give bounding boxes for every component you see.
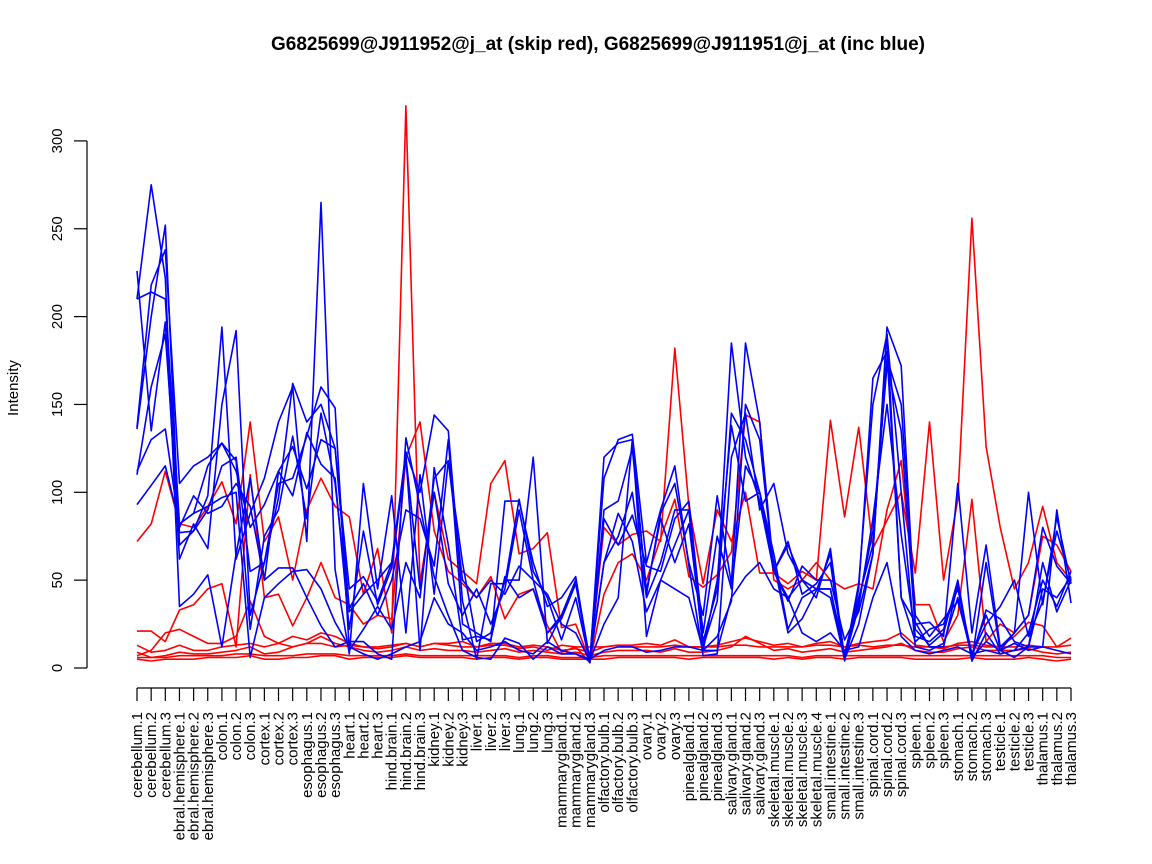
x-tick-label: lung.3: [539, 712, 556, 753]
x-tick-label: pinealgland.3: [709, 712, 726, 801]
y-tick-label: 300: [49, 128, 66, 153]
chart-title: G6825699@J911952@j_at (skip red), G68256…: [271, 34, 925, 55]
x-tick-label: testicle.1: [992, 712, 1009, 771]
x-tick-label: testicle.2: [1006, 712, 1023, 771]
x-tick-label: kidney.1: [426, 712, 443, 767]
x-tick-label: stomach.1: [950, 712, 967, 781]
x-tick-label: esophagus.1: [299, 712, 316, 798]
skip-red-line-0: [136, 105, 1072, 662]
inc-blue-line-14: [136, 291, 1072, 661]
x-tick-label: kidney.2: [440, 712, 457, 767]
x-tick-label: small.intestine.3: [851, 712, 868, 820]
y-tick-label: 100: [49, 480, 66, 505]
x-tick-label: salivary.gland.2: [738, 712, 755, 815]
x-tick-label: cerebellum.1: [129, 712, 146, 798]
x-tick-label: heart.3: [370, 712, 387, 759]
x-tick-label: liver.2: [483, 712, 500, 751]
y-tick-label: 50: [49, 572, 66, 589]
x-tick-label: kidney.3: [454, 712, 471, 767]
x-tick-label: hind.brain.3: [412, 712, 429, 790]
x-tick-label: small.intestine.2: [837, 712, 854, 820]
x-tick-label: pinealgland.2: [695, 712, 712, 801]
y-tick-label: 250: [49, 216, 66, 241]
x-tick-label: esophagus.3: [327, 712, 344, 798]
x-tick-label: colon.1: [214, 712, 231, 760]
x-tick-label: thalamus.3: [1063, 712, 1080, 785]
x-tick-label: heart.2: [355, 712, 372, 759]
x-tick-label: hind.brain.2: [398, 712, 415, 790]
x-tick-label: skeletal.muscle.3: [794, 712, 811, 827]
x-tick-label: spleen.1: [907, 712, 924, 769]
x-tick-label: lung.1: [511, 712, 528, 753]
x-tick-label: olfactory.bulb.2: [610, 712, 627, 813]
x-tick-label: stomach.3: [978, 712, 995, 781]
x-tick-label: esophagus.2: [313, 712, 330, 798]
skip-red-line-4: [136, 654, 1072, 662]
x-tick-label: cortex.3: [285, 712, 302, 765]
x-tick-label: spinal.cord.2: [879, 712, 896, 797]
x-tick-label: skeletal.muscle.4: [808, 712, 825, 827]
skip-red-line-3: [137, 653, 1071, 659]
inc-blue-line-12: [136, 249, 1072, 664]
x-tick-label: ebral.hemisphere.2: [186, 712, 203, 840]
x-tick-label: spleen.2: [921, 712, 938, 769]
x-tick-label: olfactory.bulb.3: [624, 712, 641, 813]
x-tick-label: salivary.gland.3: [752, 712, 769, 815]
x-tick-label: ebral.hemisphere.1: [171, 712, 188, 840]
x-tick-label: mammarygland.2: [568, 712, 585, 828]
x-tick-label: cerebellum.2: [143, 712, 160, 798]
inc-blue-line-10: [136, 357, 1072, 664]
inc-blue-line-13: [136, 333, 1072, 662]
x-axis: cerebellum.1cerebellum.2cerebellum.3ebra…: [129, 687, 1080, 840]
x-tick-label: thalamus.2: [1049, 712, 1066, 785]
x-tick-label: ovary.1: [638, 712, 655, 760]
x-tick-label: stomach.2: [964, 712, 981, 781]
x-tick-label: salivary.gland.1: [723, 712, 740, 815]
y-tick-label: 150: [49, 392, 66, 417]
x-tick-label: colon.2: [228, 712, 245, 760]
x-tick-label: hind.brain.1: [384, 712, 401, 790]
x-tick-label: ovary.3: [667, 712, 684, 760]
y-axis: 0 50 100 150 200 250 300: [49, 128, 88, 672]
inc-blue-line-7: [136, 184, 1072, 662]
x-tick-label: skeletal.muscle.2: [780, 712, 797, 827]
x-tick-label: liver.1: [469, 712, 486, 751]
x-tick-label: spinal.cord.3: [893, 712, 910, 797]
x-tick-label: olfactory.bulb.1: [596, 712, 613, 813]
x-tick-label: ebral.hemisphere.3: [200, 712, 217, 840]
y-tick-label: 200: [49, 304, 66, 329]
x-tick-label: thalamus.1: [1035, 712, 1052, 785]
x-tick-label: testicle.3: [1021, 712, 1038, 771]
x-tick-label: skeletal.muscle.1: [766, 712, 783, 827]
y-tick-label: 0: [49, 664, 66, 672]
x-tick-label: pinealgland.1: [681, 712, 698, 801]
x-tick-label: cerebellum.3: [157, 712, 174, 798]
x-tick-label: cortex.1: [256, 712, 273, 765]
x-tick-label: mammarygland.3: [582, 712, 599, 828]
x-tick-label: heart.1: [341, 712, 358, 759]
x-tick-label: spinal.cord.1: [865, 712, 882, 797]
x-tick-label: ovary.2: [653, 712, 670, 760]
x-tick-label: spleen.3: [936, 712, 953, 769]
series-layer: [136, 105, 1072, 664]
x-tick-label: small.intestine.1: [822, 712, 839, 820]
x-tick-label: colon.3: [242, 712, 259, 760]
x-tick-label: cortex.2: [271, 712, 288, 765]
x-tick-label: mammarygland.1: [554, 712, 571, 828]
y-axis-label: Intensity: [5, 360, 22, 416]
x-tick-label: liver.3: [497, 712, 514, 751]
x-tick-label: lung.2: [525, 712, 542, 753]
